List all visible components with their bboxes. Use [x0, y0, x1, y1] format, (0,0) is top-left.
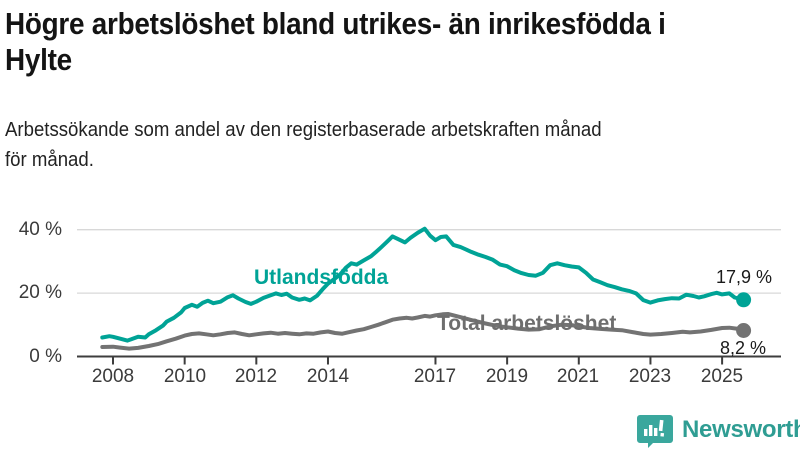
series-endpoint-0 [736, 292, 752, 308]
x-tick-label-2017: 2017 [413, 366, 457, 387]
x-tick-label-2023: 2023 [628, 366, 672, 387]
chart-subtitle: Arbetssökande som andel av den registerb… [5, 115, 800, 175]
y-tick-label-0: 0 % [29, 346, 62, 367]
x-tick-label-2010: 2010 [163, 366, 207, 387]
x-tick-label-2019: 2019 [485, 366, 529, 387]
x-tick-label-2025: 2025 [700, 366, 744, 387]
series-label-total-arbetsloshet: Total arbetslöshet [437, 312, 617, 335]
brand-name: Newsworthy [682, 416, 800, 443]
bar-chart-speech-bubble-icon [637, 415, 673, 448]
newsworthy-logo[interactable]: Newsworthy [636, 412, 800, 448]
x-tick-label-2012: 2012 [234, 366, 278, 387]
subtitle-line-1: Arbetssökande som andel av den registerb… [5, 119, 602, 141]
title-line-2: Hylte [5, 42, 72, 77]
title-line-1: Högre arbetslöshet bland utrikes- än inr… [5, 6, 666, 41]
x-tick-label-2008: 2008 [91, 366, 135, 387]
line-chart [77, 226, 781, 365]
x-tick-label-2021: 2021 [556, 366, 600, 387]
y-tick-label-40: 40 % [18, 219, 62, 240]
subtitle-line-2: för månad. [5, 149, 94, 171]
page-title: Högre arbetslöshet bland utrikes- än inr… [5, 6, 800, 78]
x-tick-label-2014: 2014 [306, 366, 350, 387]
y-tick-label-20: 20 % [18, 282, 62, 303]
end-value-label-utlandsfodda: 17,9 % [715, 267, 772, 287]
end-value-label-total: 8,2 % [719, 338, 766, 358]
series-line-1 [100, 312, 746, 351]
series-label-utlandsfodda: Utlandsfödda [254, 266, 389, 289]
series-endpoint-1 [736, 323, 752, 338]
series-line-0 [100, 226, 746, 343]
